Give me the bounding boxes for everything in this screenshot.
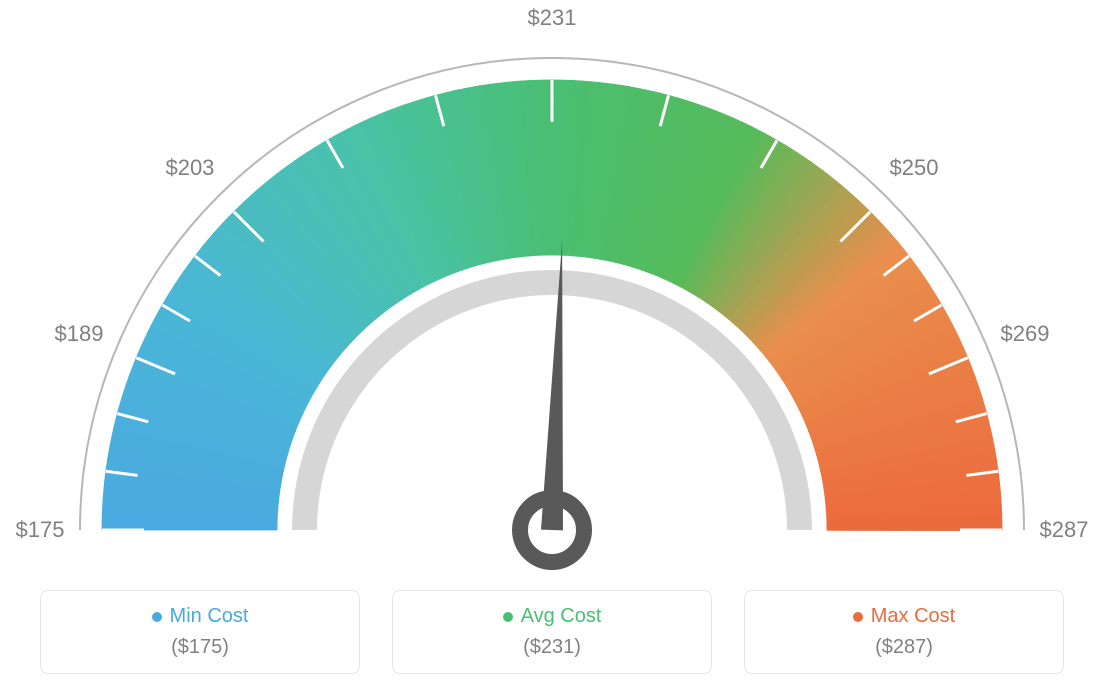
gauge-svg [0,0,1104,570]
dot-icon [152,612,162,622]
legend-label-text: Avg Cost [521,605,602,628]
gauge-tick-label: $175 [16,517,65,543]
cost-gauge: $175 $189 $203 $231 $250 $269 $287 [0,0,1104,570]
legend-label-avg: Avg Cost [503,605,602,628]
gauge-tick-label: $287 [1040,517,1089,543]
legend-card-avg: Avg Cost ($231) [392,590,712,674]
legend-row: Min Cost ($175) Avg Cost ($231) Max Cost… [0,590,1104,674]
legend-card-max: Max Cost ($287) [744,590,1064,674]
gauge-tick-label: $189 [54,321,103,347]
gauge-tick-label: $231 [528,5,577,31]
gauge-tick-label: $269 [1001,321,1050,347]
gauge-tick-label: $250 [890,155,939,181]
legend-value-max: ($287) [875,636,933,659]
legend-label-text: Max Cost [871,605,955,628]
dot-icon [503,612,513,622]
legend-value-avg: ($231) [523,636,581,659]
legend-label-min: Min Cost [152,605,249,628]
legend-value-min: ($175) [171,636,229,659]
legend-card-min: Min Cost ($175) [40,590,360,674]
legend-label-text: Min Cost [170,605,249,628]
legend-label-max: Max Cost [853,605,955,628]
dot-icon [853,612,863,622]
gauge-tick-label: $203 [165,155,214,181]
